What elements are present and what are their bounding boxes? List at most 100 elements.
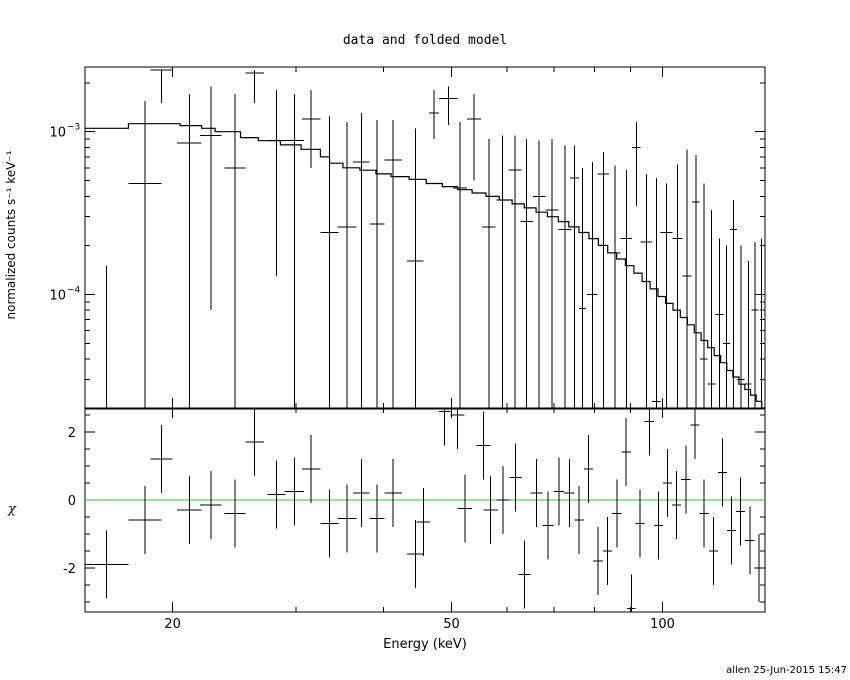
residual-point bbox=[644, 408, 654, 456]
data-point bbox=[508, 135, 522, 408]
data-point bbox=[545, 139, 559, 408]
residual-point bbox=[690, 408, 700, 459]
data-point bbox=[337, 121, 357, 408]
x-tick-label: 50 bbox=[443, 617, 460, 632]
data-point bbox=[640, 173, 653, 408]
data-point bbox=[320, 115, 339, 408]
data-point bbox=[723, 245, 731, 408]
data-point bbox=[428, 90, 440, 140]
residual-point bbox=[353, 459, 370, 527]
residual-point bbox=[128, 486, 162, 555]
x-axis-label: Energy (keV) bbox=[383, 637, 467, 652]
data-point bbox=[302, 90, 321, 168]
residual-point bbox=[627, 574, 636, 612]
x-tick-label: 20 bbox=[164, 617, 181, 632]
data-point bbox=[200, 86, 222, 311]
residual-point bbox=[509, 443, 522, 512]
residual-point bbox=[200, 470, 222, 539]
residual-point bbox=[320, 489, 339, 558]
y-axis-label-bottom: χ bbox=[7, 502, 17, 517]
data-point bbox=[715, 238, 724, 408]
data-point bbox=[177, 94, 202, 408]
residual-point bbox=[457, 474, 473, 543]
residual-point bbox=[574, 486, 584, 555]
y-tick-label: 10 bbox=[49, 288, 66, 303]
data-point bbox=[758, 238, 765, 408]
data-point bbox=[439, 86, 458, 125]
data-point bbox=[597, 152, 610, 408]
residual-point bbox=[553, 457, 565, 526]
data-point bbox=[284, 94, 305, 408]
residual-point bbox=[736, 477, 746, 546]
residual-point bbox=[612, 479, 622, 548]
residual-point bbox=[726, 496, 737, 565]
y-tick-exponent: −3 bbox=[67, 123, 80, 133]
y-tick-label: -2 bbox=[63, 562, 76, 577]
data-point bbox=[730, 200, 738, 408]
y-axis-label-text: normalized counts s⁻¹ keV⁻¹ bbox=[4, 150, 18, 319]
data-point bbox=[353, 113, 370, 408]
residual-point bbox=[621, 418, 631, 487]
data-point bbox=[466, 94, 482, 181]
residual-point bbox=[699, 479, 709, 548]
residual-point bbox=[672, 470, 682, 539]
residual-point bbox=[681, 445, 691, 514]
residual-point bbox=[267, 460, 286, 529]
residual-point bbox=[653, 491, 663, 560]
data-point bbox=[570, 145, 580, 408]
residual-point bbox=[635, 489, 645, 558]
residual-point bbox=[564, 459, 575, 527]
residual-point bbox=[284, 457, 305, 526]
data-point bbox=[224, 94, 246, 408]
residual-point bbox=[384, 459, 403, 527]
data-point bbox=[452, 121, 467, 408]
residual-point bbox=[439, 408, 451, 446]
data-point bbox=[692, 154, 700, 408]
data-point bbox=[150, 69, 173, 104]
data-point bbox=[586, 162, 598, 408]
residual-point bbox=[483, 476, 498, 544]
data-point bbox=[620, 170, 633, 408]
residual-point bbox=[583, 435, 594, 504]
data-point bbox=[737, 245, 745, 408]
data-point bbox=[384, 120, 403, 408]
data-point bbox=[496, 135, 509, 408]
data-point bbox=[520, 139, 533, 408]
data-point bbox=[558, 145, 572, 408]
data-point bbox=[532, 140, 546, 408]
residual-point bbox=[754, 533, 764, 602]
residual-point bbox=[150, 425, 173, 493]
residual-point bbox=[224, 479, 246, 548]
residual-point bbox=[542, 491, 554, 560]
residual-point bbox=[407, 520, 424, 589]
x-tick-label: 100 bbox=[650, 617, 675, 632]
data-point bbox=[482, 139, 496, 408]
data-point bbox=[660, 183, 673, 408]
residual-point bbox=[593, 527, 603, 595]
y-tick-exponent: −4 bbox=[67, 285, 81, 295]
data-point bbox=[682, 149, 692, 408]
data-point bbox=[632, 121, 641, 206]
residual-point bbox=[85, 530, 129, 599]
y-tick-label: 10 bbox=[49, 126, 66, 141]
top-panel: 10−310−4 bbox=[49, 66, 766, 410]
y-axis-label-top: normalized counts s⁻¹ keV⁻¹ bbox=[4, 150, 18, 319]
residual-point bbox=[496, 465, 510, 534]
residual-point bbox=[177, 476, 202, 544]
residual-point bbox=[245, 408, 264, 476]
data-point bbox=[751, 241, 759, 408]
data-point bbox=[707, 210, 716, 408]
chart-title: data and folded model bbox=[343, 33, 507, 48]
residual-point bbox=[302, 435, 321, 504]
timestamp-footer: allen 25-Jun-2015 15:47 bbox=[726, 665, 847, 676]
data-point bbox=[128, 100, 162, 408]
residual-point bbox=[337, 484, 357, 553]
data-point bbox=[245, 69, 264, 104]
folded-model-line bbox=[85, 123, 765, 409]
data-point bbox=[267, 90, 286, 276]
data-point bbox=[745, 261, 752, 408]
residual-point bbox=[602, 516, 613, 585]
data-point bbox=[700, 183, 708, 408]
